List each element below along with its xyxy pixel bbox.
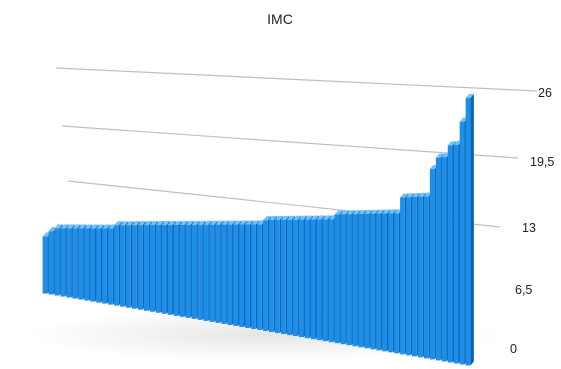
y-tick-label: 0 — [510, 342, 517, 356]
gridline — [55, 67, 538, 92]
gridline — [61, 125, 519, 159]
bars — [42, 94, 474, 366]
y-tick-label: 19,5 — [530, 155, 554, 169]
bar — [465, 94, 474, 366]
chart-title: IMC — [267, 11, 293, 27]
y-tick-label: 13 — [522, 221, 536, 235]
y-axis-ticks: 0 6,5 13 19,5 26 — [510, 86, 554, 356]
y-tick-label: 6,5 — [515, 283, 532, 297]
y-tick-label: 26 — [538, 86, 552, 100]
